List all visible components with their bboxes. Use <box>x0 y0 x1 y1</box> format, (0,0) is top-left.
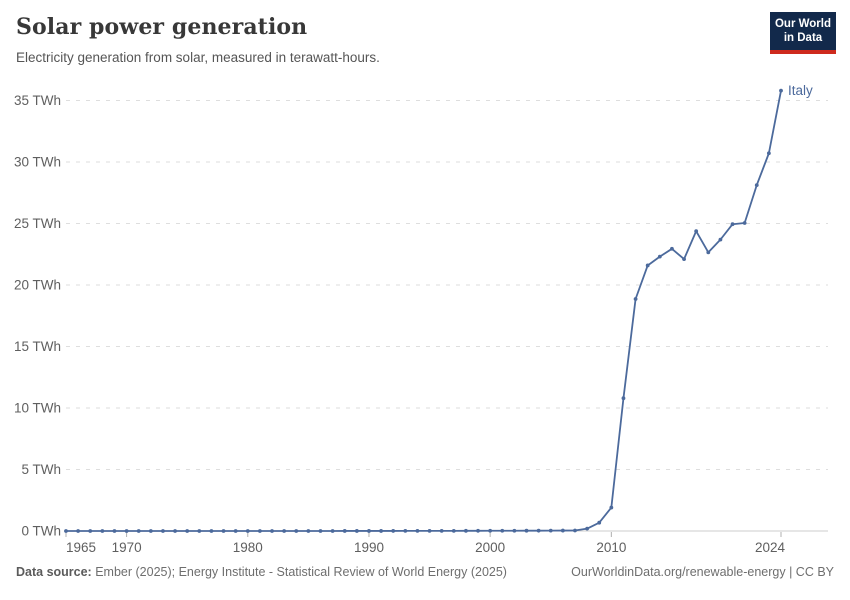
y-axis-tick-label: 35 TWh <box>14 93 61 108</box>
data-point-marker <box>367 529 371 533</box>
data-point-marker <box>76 529 81 533</box>
data-point-marker <box>779 88 783 93</box>
owid-logo-line1: Our World <box>774 18 831 30</box>
data-point-marker <box>318 529 323 533</box>
x-axis-tick-label: 1970 <box>112 540 142 555</box>
data-source-label: Data source: <box>16 565 92 579</box>
data-point-marker <box>354 529 359 533</box>
data-point-marker <box>306 529 311 533</box>
data-point-marker <box>439 528 444 533</box>
data-point-marker <box>730 222 735 227</box>
x-axis-tick-label: 2024 <box>755 540 786 555</box>
x-axis-tick-label: 1965 <box>66 540 96 555</box>
owid-logo-line2: in Data <box>783 32 823 45</box>
credit-link: OurWorldinData.org/renewable-energy | CC… <box>571 565 834 579</box>
data-point-marker <box>209 529 214 533</box>
data-point-marker <box>609 505 614 510</box>
data-point-marker <box>645 263 650 268</box>
data-point-marker <box>597 520 602 525</box>
data-point-marker <box>100 529 105 533</box>
y-axis-tick-label: 20 TWh <box>14 278 61 293</box>
data-point-marker <box>706 250 711 255</box>
data-point-marker <box>682 257 686 262</box>
y-axis-tick-label: 15 TWh <box>14 339 61 354</box>
data-point-marker <box>524 528 529 533</box>
data-point-marker <box>330 529 335 533</box>
data-point-marker <box>391 529 396 533</box>
y-axis-tick-label: 25 TWh <box>14 216 61 231</box>
data-point-marker <box>464 528 468 533</box>
y-axis-tick-label: 5 TWh <box>21 462 61 477</box>
data-point-marker <box>415 528 420 533</box>
data-point-marker <box>585 526 589 531</box>
data-point-marker <box>694 229 699 234</box>
data-point-marker <box>500 528 505 533</box>
data-source-text: Ember (2025); Energy Institute - Statist… <box>91 565 507 579</box>
data-point-marker <box>560 528 565 533</box>
data-point-marker <box>88 529 93 533</box>
data-point-marker <box>245 529 250 533</box>
data-point-marker <box>766 151 771 156</box>
data-point-marker <box>197 529 202 533</box>
data-point-marker <box>657 254 662 259</box>
data-point-marker <box>258 529 262 533</box>
data-point-marker <box>64 529 68 533</box>
data-point-marker <box>670 246 674 251</box>
data-point-marker <box>221 529 226 533</box>
data-point-marker <box>742 221 747 225</box>
chart-footer: Data source: Ember (2025); Energy Instit… <box>16 565 834 579</box>
x-axis-tick-label: 2000 <box>475 540 505 555</box>
data-point-marker <box>476 528 480 533</box>
chart-title: Solar power generation <box>16 14 308 40</box>
x-axis-tick-label: 2010 <box>596 540 626 555</box>
x-axis-tick-label: 1990 <box>354 540 384 555</box>
data-point-marker <box>148 529 153 533</box>
data-point-marker <box>403 529 408 533</box>
data-point-marker <box>379 529 383 533</box>
chart-header: Solar power generation Electricity gener… <box>16 14 750 66</box>
data-point-marker <box>342 529 347 533</box>
data-point-marker <box>488 528 493 533</box>
owid-logo: Our World in Data <box>770 12 836 54</box>
data-point-marker <box>112 529 117 533</box>
data-source-note: Data source: Ember (2025); Energy Instit… <box>16 565 507 579</box>
data-point-marker <box>282 529 287 533</box>
data-point-marker <box>718 237 723 242</box>
data-point-marker <box>536 528 541 533</box>
data-point-marker <box>124 529 129 533</box>
data-point-marker <box>161 529 165 533</box>
data-point-marker <box>136 529 141 533</box>
y-axis-tick-label: 30 TWh <box>14 155 61 170</box>
chart-subtitle: Electricity generation from solar, measu… <box>16 49 380 65</box>
data-point-marker <box>427 528 432 533</box>
y-axis-tick-label: 0 TWh <box>21 524 61 539</box>
data-point-marker <box>294 529 299 533</box>
data-line <box>65 89 782 532</box>
data-point-marker <box>754 183 759 188</box>
x-axis-tick-label: 1980 <box>233 540 263 555</box>
data-point-marker <box>512 528 517 533</box>
data-point-marker <box>173 529 177 533</box>
data-point-marker <box>621 396 626 401</box>
data-point-marker <box>573 528 577 533</box>
data-point-marker <box>270 529 274 533</box>
data-point-marker <box>451 528 456 533</box>
y-axis-tick-label: 10 TWh <box>14 401 61 416</box>
data-point-marker <box>633 297 638 301</box>
data-point-marker <box>233 529 238 533</box>
data-point-marker <box>548 528 553 533</box>
series-end-label: Italy <box>788 83 813 98</box>
data-point-marker <box>185 529 190 533</box>
